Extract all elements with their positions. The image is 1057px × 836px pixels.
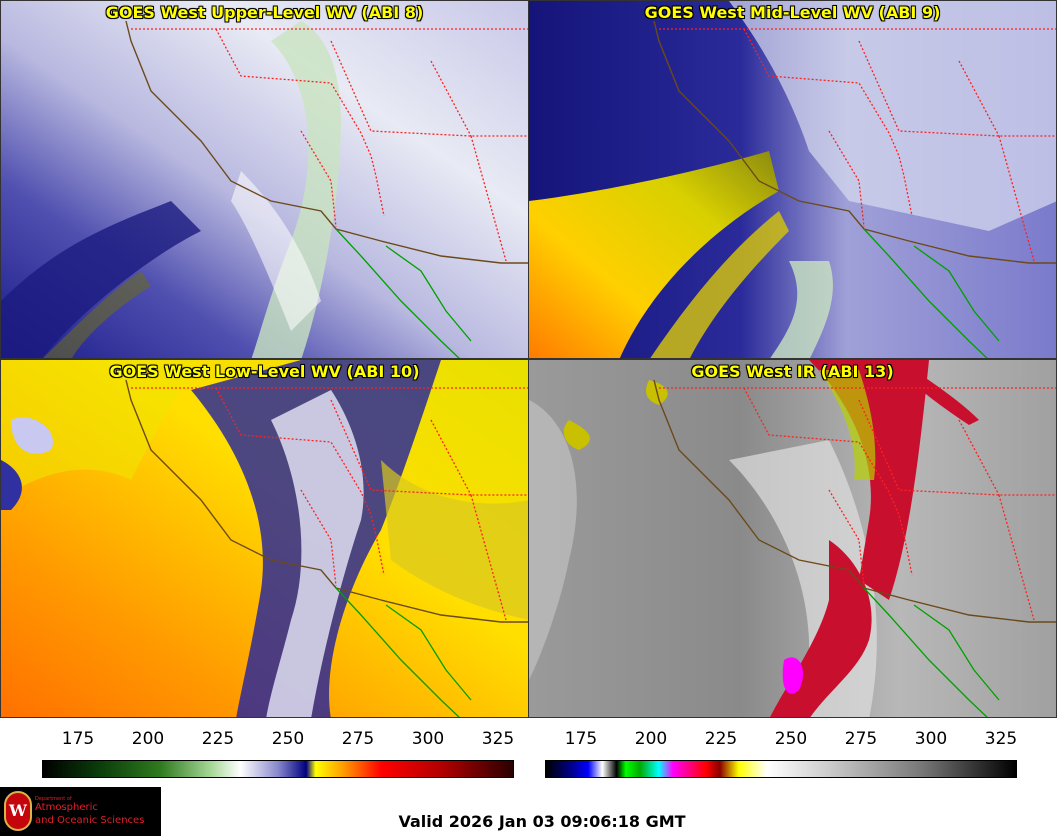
tick-label: 250 <box>271 729 305 749</box>
mid-wv-image <box>529 1 1056 358</box>
aos-logo[interactable]: W Department of Atmospheric and Oceanic … <box>0 787 161 836</box>
logo-line-1: Department of <box>35 796 72 802</box>
tick-label: 175 <box>564 729 598 749</box>
colorbar-wv <box>42 760 514 778</box>
upper-wv-image <box>1 1 528 358</box>
low-wv-image <box>1 360 528 717</box>
uw-crest-icon: W <box>4 791 32 831</box>
tick-label: 175 <box>61 729 95 749</box>
logo-line-2: Atmospheric <box>35 802 98 813</box>
valid-time: Valid 2026 Jan 03 09:06:18 GMT <box>398 812 686 831</box>
crest-letter: W <box>9 801 27 820</box>
colorbar-ir-ticks: 175 200 225 250 275 300 325 <box>545 729 1017 753</box>
panel-title: GOES West Low-Level WV (ABI 10) <box>109 362 420 381</box>
panel-title: GOES West Upper-Level WV (ABI 8) <box>105 3 424 22</box>
tick-label: 275 <box>341 729 375 749</box>
panel-ir: GOES West IR (ABI 13) <box>528 359 1057 718</box>
tick-label: 225 <box>704 729 738 749</box>
colorbar-ir <box>545 760 1017 778</box>
tick-label: 325 <box>481 729 515 749</box>
tick-label: 200 <box>131 729 165 749</box>
logo-line-3: and Oceanic Sciences <box>35 815 145 826</box>
tick-label: 225 <box>201 729 235 749</box>
ir-image <box>529 360 1056 717</box>
tick-label: 250 <box>774 729 808 749</box>
tick-label: 325 <box>984 729 1018 749</box>
tick-label: 200 <box>634 729 668 749</box>
colorbar-wv-ticks: 175 200 225 250 275 300 325 <box>42 729 514 753</box>
tick-label: 300 <box>914 729 948 749</box>
panel-mid-wv: GOES West Mid-Level WV (ABI 9) <box>528 0 1057 359</box>
panel-upper-wv: GOES West Upper-Level WV (ABI 8) <box>0 0 529 359</box>
tick-label: 275 <box>844 729 878 749</box>
panel-title: GOES West IR (ABI 13) <box>691 362 894 381</box>
panel-low-wv: GOES West Low-Level WV (ABI 10) <box>0 359 529 718</box>
panel-title: GOES West Mid-Level WV (ABI 9) <box>644 3 941 22</box>
tick-label: 300 <box>411 729 445 749</box>
